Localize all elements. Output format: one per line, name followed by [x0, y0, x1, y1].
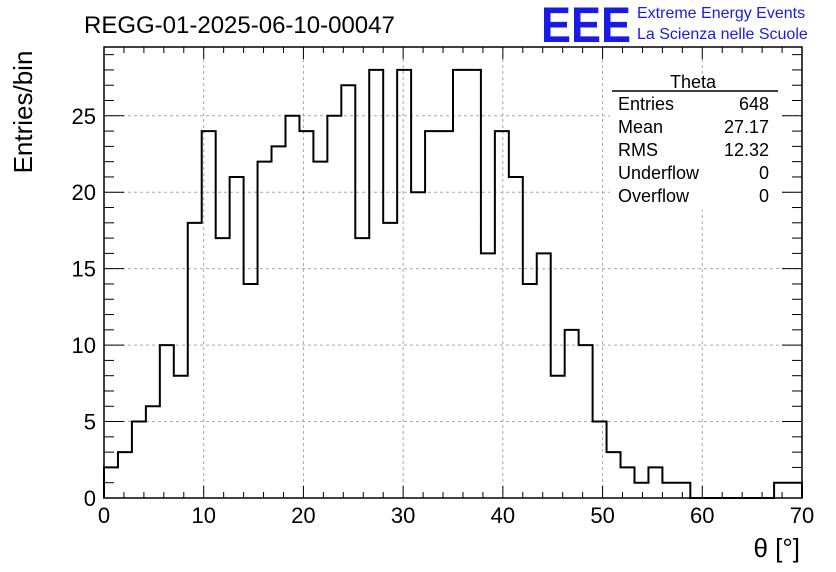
stats-label: RMS	[618, 140, 658, 160]
histogram-bin	[383, 223, 397, 498]
histogram-bin	[146, 406, 160, 498]
histogram-bin	[397, 70, 411, 498]
histogram-bin	[495, 131, 509, 498]
logo-line-1: Extreme Energy Events	[637, 5, 805, 22]
stats-value: 0	[759, 163, 769, 183]
y-tick-label: 0	[84, 486, 96, 511]
histogram-bin	[774, 483, 788, 498]
stats-rows: Entries 648 Mean 27.17 RMS 12.32 Underflow 0 Ove…	[618, 94, 769, 206]
eee-logo-mark: EEE	[541, 0, 631, 53]
histogram-bin	[453, 70, 467, 498]
y-tick-label: 20	[72, 180, 96, 205]
y-tick-label: 5	[84, 410, 96, 435]
histogram-bin	[285, 116, 299, 498]
stats-label: Entries	[618, 94, 674, 114]
histogram-bin	[118, 452, 132, 498]
histogram-bin	[662, 483, 676, 498]
x-tick-label: 0	[98, 503, 110, 528]
histogram-bin	[523, 284, 537, 498]
histogram-bin	[299, 131, 313, 498]
histogram-bin	[439, 131, 453, 498]
x-tick-label: 30	[391, 503, 415, 528]
histogram-bin	[216, 238, 230, 498]
histogram-bin	[551, 376, 565, 498]
histogram-outline	[103, 68, 803, 499]
stats-box-title: Theta	[670, 72, 717, 92]
histogram-bin	[272, 146, 286, 498]
stats-value: 27.17	[724, 117, 769, 137]
histogram-bin	[341, 85, 355, 498]
stats-label: Mean	[618, 117, 663, 137]
histogram-bin	[369, 70, 383, 498]
histogram-bin	[607, 452, 621, 498]
y-tick-label: 15	[72, 257, 96, 282]
histogram-bin	[467, 70, 481, 498]
histogram-bin	[634, 483, 648, 498]
histogram-bin	[174, 376, 188, 498]
histogram-bin	[565, 330, 579, 498]
histogram-bin	[509, 177, 523, 498]
histogram-bin	[481, 253, 495, 498]
x-tick-label: 50	[590, 503, 614, 528]
stats-box: Theta Entries 648 Mean 27.17 RMS 12.32 Underfl…	[610, 72, 780, 210]
histogram-bin	[355, 238, 369, 498]
stats-value: 12.32	[724, 140, 769, 160]
y-tick-label: 10	[72, 333, 96, 358]
stats-label: Underflow	[618, 163, 700, 183]
y-axis-label: Entries/bin	[8, 51, 38, 174]
histogram-bin	[676, 483, 690, 498]
stats-box-background	[610, 74, 780, 210]
stats-label: Overflow	[618, 186, 690, 206]
histogram-bin	[425, 131, 439, 498]
histogram-bin	[537, 253, 551, 498]
histogram-bin	[188, 223, 202, 498]
x-tick-label: 60	[690, 503, 714, 528]
histogram-bin	[648, 467, 662, 498]
x-tick-label: 70	[790, 503, 814, 528]
histogram-bin	[313, 162, 327, 498]
stats-value: 0	[759, 186, 769, 206]
y-tick-label: 25	[72, 104, 96, 129]
histogram-bin	[593, 422, 607, 498]
logo-line-2: La Scienza nelle Scuole	[637, 26, 808, 43]
y-axis: 0 5 10 15 20 25	[72, 54, 802, 511]
histogram-bin	[132, 422, 146, 498]
histogram-bin	[327, 116, 341, 498]
x-tick-label: 20	[291, 503, 315, 528]
x-axis: 0 10 20 30 40 50 60 70	[98, 47, 814, 528]
histogram-bin	[258, 162, 272, 498]
histogram-bin	[788, 483, 802, 498]
chart-title: REGG-01-2025-06-10-00047	[84, 12, 395, 39]
x-tick-label: 10	[191, 503, 215, 528]
histogram-series	[103, 68, 803, 499]
stats-value: 648	[739, 94, 769, 114]
x-axis-label: θ [°]	[753, 533, 800, 563]
histogram-bin	[230, 177, 244, 498]
histogram-bin	[244, 284, 258, 498]
plot-frame	[103, 46, 803, 499]
x-tick-label: 40	[491, 503, 515, 528]
